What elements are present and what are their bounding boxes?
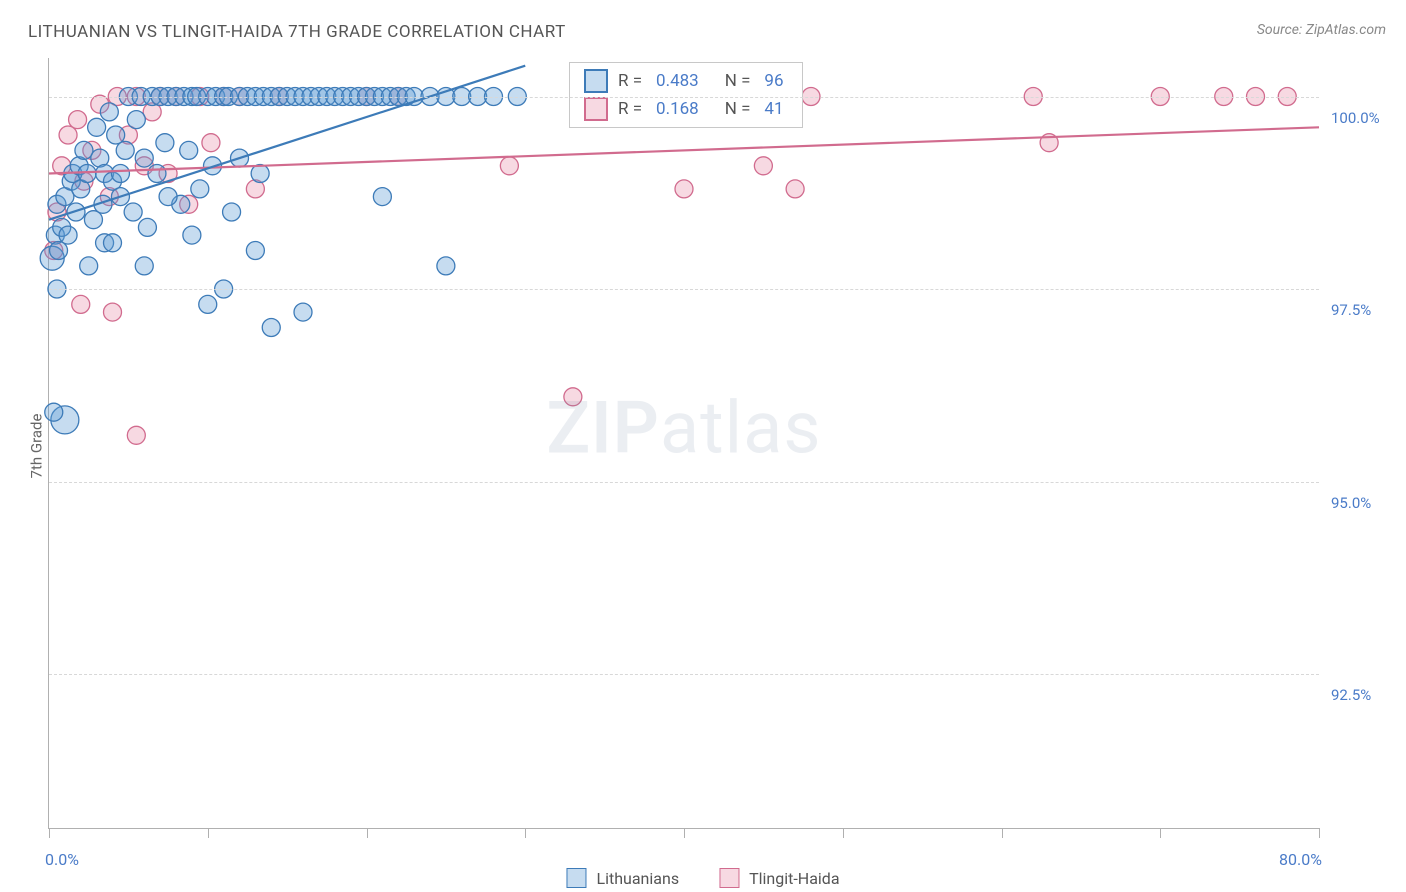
x-tick <box>49 828 50 838</box>
gridline-h <box>49 289 1319 290</box>
x-tick <box>367 828 368 838</box>
data-point <box>107 126 125 144</box>
data-point <box>84 211 102 229</box>
x-tick <box>1002 828 1003 838</box>
y-tick-label: 97.5% <box>1331 301 1406 319</box>
data-point <box>262 319 280 337</box>
gridline-h <box>49 674 1319 675</box>
x-tick-label: 80.0% <box>1279 850 1322 869</box>
y-axis-label: 7th Grade <box>27 414 45 479</box>
x-tick <box>1160 828 1161 838</box>
swatch-lithuanians <box>584 69 608 93</box>
data-point <box>675 180 693 198</box>
series-tlingit <box>45 88 1296 445</box>
data-point <box>564 388 582 406</box>
data-point <box>754 157 772 175</box>
data-point <box>159 188 177 206</box>
y-tick-label: 100.0% <box>1331 109 1406 127</box>
x-tick-label: 0.0% <box>45 850 79 869</box>
gridline-h <box>49 482 1319 483</box>
data-point <box>148 165 166 183</box>
data-point <box>786 180 804 198</box>
data-point <box>59 126 77 144</box>
data-point <box>138 218 156 236</box>
legend-item-tlingit: Tlingit-Haida <box>719 868 839 888</box>
data-point <box>246 242 264 260</box>
data-point <box>69 111 87 129</box>
data-point <box>294 303 312 321</box>
plot-area: ZIPatlas R = 0.483 N = 96 R = 0.168 N = … <box>48 58 1319 829</box>
gridline-h <box>49 97 1319 98</box>
legend-label-tlingit: Tlingit-Haida <box>749 869 839 888</box>
data-point <box>500 157 518 175</box>
x-tick <box>1319 828 1320 838</box>
series-lithuanians <box>40 88 526 434</box>
data-point <box>135 149 153 167</box>
data-point <box>156 134 174 152</box>
data-point <box>180 141 198 159</box>
data-point <box>45 403 63 421</box>
legend-label-lithuanians: Lithuanians <box>596 869 679 888</box>
data-point <box>50 242 68 260</box>
chart-container: LITHUANIAN VS TLINGIT-HAIDA 7TH GRADE CO… <box>0 0 1406 892</box>
data-point <box>202 134 220 152</box>
data-point <box>116 141 134 159</box>
legend-bottom: Lithuanians Tlingit-Haida <box>566 868 839 888</box>
chart-title: LITHUANIAN VS TLINGIT-HAIDA 7TH GRADE CO… <box>28 22 566 42</box>
data-point <box>111 165 129 183</box>
data-point <box>373 188 391 206</box>
legend-item-lithuanians: Lithuanians <box>566 868 679 888</box>
data-point <box>199 295 217 313</box>
y-tick-label: 92.5% <box>1331 686 1406 704</box>
data-point <box>437 257 455 275</box>
data-point <box>124 203 142 221</box>
data-point <box>72 295 90 313</box>
swatch-tlingit <box>584 97 608 121</box>
x-tick <box>684 828 685 838</box>
legend-swatch-tlingit <box>719 868 739 888</box>
data-point <box>78 165 96 183</box>
data-point <box>104 234 122 252</box>
correlation-row-lithuanians: R = 0.483 N = 96 <box>584 69 788 93</box>
data-point <box>127 426 145 444</box>
data-point <box>223 203 241 221</box>
legend-swatch-lithuanians <box>566 868 586 888</box>
y-tick-label: 95.0% <box>1331 494 1406 512</box>
data-point <box>59 226 77 244</box>
source-attribution: Source: ZipAtlas.com <box>1257 22 1386 38</box>
data-point <box>183 226 201 244</box>
data-point <box>127 111 145 129</box>
data-point <box>191 180 209 198</box>
plot-svg <box>49 58 1319 828</box>
data-point <box>135 257 153 275</box>
data-point <box>88 118 106 136</box>
x-tick <box>525 828 526 838</box>
x-tick <box>208 828 209 838</box>
x-tick <box>843 828 844 838</box>
data-point <box>100 103 118 121</box>
data-point <box>75 141 93 159</box>
correlation-box: R = 0.483 N = 96 R = 0.168 N = 41 <box>569 62 803 128</box>
correlation-row-tlingit: R = 0.168 N = 41 <box>584 97 788 121</box>
data-point <box>104 303 122 321</box>
data-point <box>80 257 98 275</box>
data-point <box>251 165 269 183</box>
